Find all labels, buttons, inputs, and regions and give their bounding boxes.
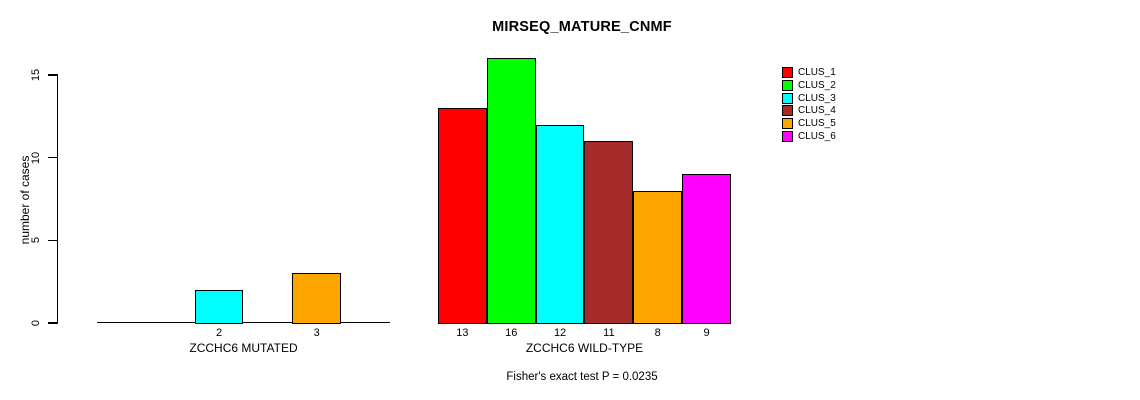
y-tick-label: 15 <box>30 68 42 82</box>
y-axis-label: number of cases <box>18 155 32 245</box>
legend-swatch <box>782 131 793 142</box>
bar-value-label: 9 <box>703 327 710 339</box>
bar-zcchc6-mutated-clus_5 <box>292 273 342 324</box>
legend-item: CLUS_4 <box>782 105 836 117</box>
chart-title: MIRSEQ_MATURE_CNMF <box>492 19 672 35</box>
legend-item-label: CLUS_1 <box>798 67 836 78</box>
y-tick-label: 5 <box>30 237 42 244</box>
legend-item: CLUS_6 <box>782 131 836 143</box>
legend-swatch <box>782 67 793 78</box>
y-axis-line <box>57 74 59 324</box>
group-baseline <box>97 322 390 324</box>
legend-item-label: CLUS_5 <box>798 118 836 130</box>
bar-zcchc6-wild-type-clus_6 <box>682 174 731 324</box>
bar-value-label: 13 <box>456 327 469 339</box>
group-label-wildtype: ZCCHC6 WILD-TYPE <box>525 341 644 355</box>
fisher-test-annotation: Fisher's exact test P = 0.0235 <box>506 371 658 383</box>
y-tick <box>47 74 57 76</box>
legend-item-label: CLUS_4 <box>798 105 836 117</box>
bar-zcchc6-wild-type-clus_3 <box>535 124 585 324</box>
legend-swatch <box>782 105 793 117</box>
legend-item-label: CLUS_2 <box>798 79 836 91</box>
legend-item-label: CLUS_6 <box>798 131 836 142</box>
legend-item: CLUS_1 <box>782 67 836 79</box>
y-tick <box>47 239 57 241</box>
bar-value-label: 8 <box>654 327 661 339</box>
bar-zcchc6-wild-type-clus_2 <box>486 58 536 324</box>
bar-value-label: 11 <box>603 327 615 339</box>
legend-item-label: CLUS_3 <box>798 92 836 104</box>
legend-swatch <box>782 79 793 91</box>
legend-swatch <box>782 118 793 130</box>
bar-zcchc6-wild-type-clus_1 <box>438 108 487 324</box>
y-tick <box>47 322 57 324</box>
legend-item: CLUS_2 <box>782 79 836 91</box>
bar-zcchc6-wild-type-clus_5 <box>633 190 683 324</box>
legend-item: CLUS_3 <box>782 92 836 104</box>
bar-value-label: 12 <box>553 327 567 339</box>
bar-zcchc6-mutated-clus_3 <box>194 289 244 324</box>
y-tick-label: 0 <box>30 319 42 327</box>
y-tick-label: 10 <box>30 151 42 164</box>
bar-value-label: 3 <box>313 327 320 339</box>
bar-value-label: 16 <box>505 327 518 339</box>
group-label-mutated: ZCCHC6 MUTATED <box>189 341 298 355</box>
legend-item: CLUS_5 <box>782 118 836 130</box>
y-tick <box>47 157 57 159</box>
legend-swatch <box>782 92 793 104</box>
bar-value-label: 2 <box>216 327 223 339</box>
bar-zcchc6-wild-type-clus_4 <box>584 141 634 324</box>
